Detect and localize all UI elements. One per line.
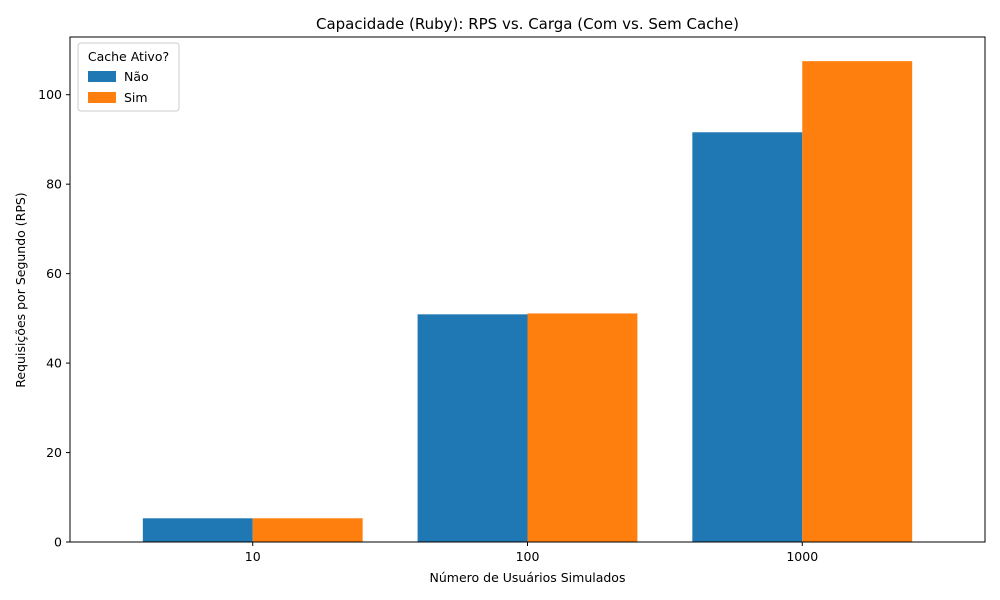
x-tick-label: 10	[245, 549, 261, 564]
bar-n-o-10	[142, 518, 253, 542]
bar-sim-1000	[802, 61, 913, 543]
bar-n-o-100	[417, 314, 528, 542]
bar-sim-10	[252, 518, 363, 542]
legend-swatch	[88, 92, 116, 103]
y-tick-label: 80	[46, 177, 62, 192]
legend-label: Sim	[124, 90, 148, 105]
y-axis-label: Requisições por Segundo (RPS)	[13, 192, 28, 387]
y-tick-label: 40	[46, 356, 62, 371]
x-axis-label: Número de Usuários Simulados	[430, 570, 626, 585]
x-tick-label: 1000	[786, 549, 818, 564]
legend: Cache Ativo? Não Sim	[77, 42, 180, 112]
chart-title: Capacidade (Ruby): RPS vs. Carga (Com vs…	[316, 15, 739, 33]
plot-area: 0 20 40 60 80 100 10 100 1000	[38, 36, 986, 564]
legend-label: Não	[124, 69, 149, 84]
x-tick-label: 100	[516, 549, 540, 564]
y-tick-label: 0	[54, 535, 62, 550]
bar-sim-100	[527, 313, 638, 542]
y-tick-label: 60	[46, 266, 62, 281]
y-tick-label: 100	[38, 87, 62, 102]
legend-title: Cache Ativo?	[88, 49, 169, 64]
y-tick-label: 20	[46, 445, 62, 460]
legend-swatch	[88, 71, 116, 82]
bar-n-o-1000	[692, 132, 803, 542]
